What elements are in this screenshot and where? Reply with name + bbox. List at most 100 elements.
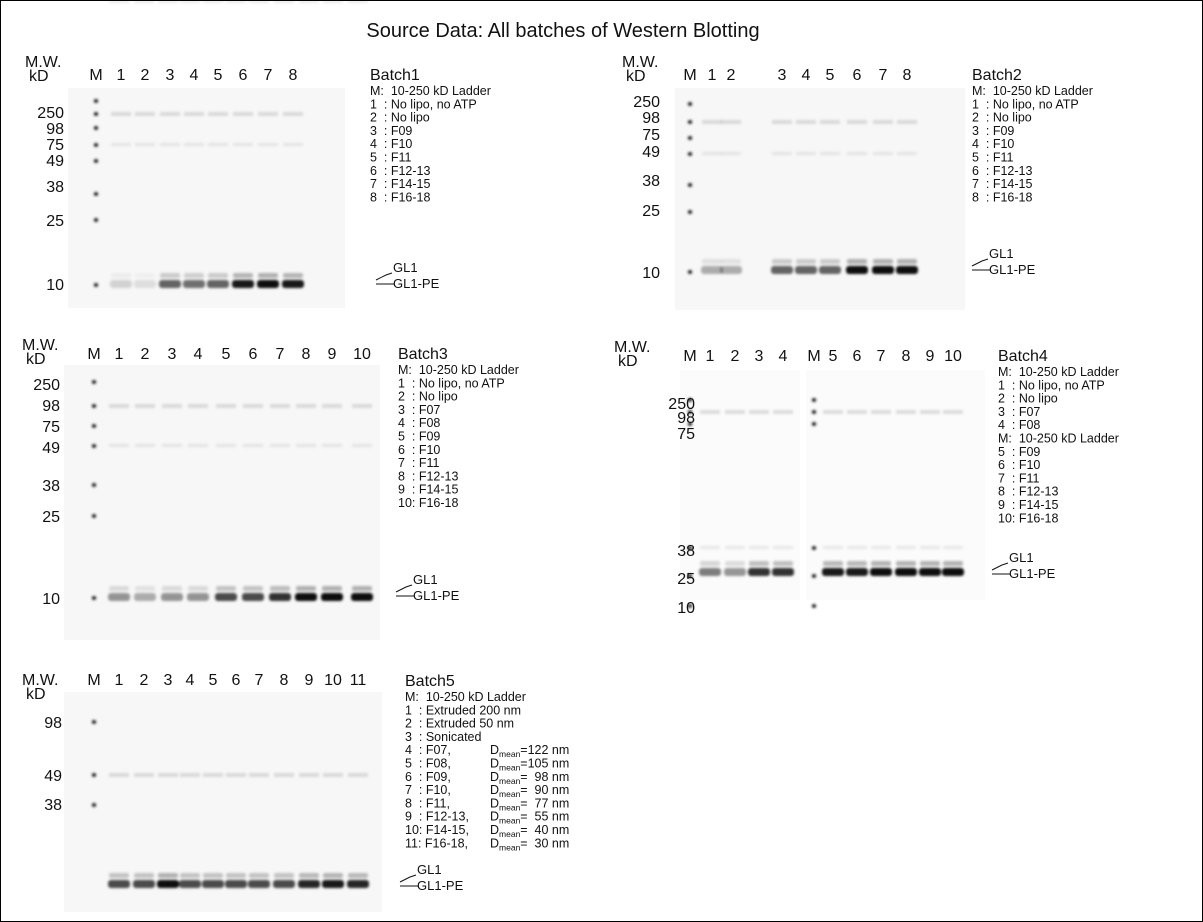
band-gl1 <box>134 873 154 878</box>
mw-marker: 98 <box>44 715 62 732</box>
band-faint <box>188 444 208 447</box>
band-faint <box>160 112 180 116</box>
band-faint <box>322 404 342 408</box>
lane-label: 10 <box>944 348 962 365</box>
d-value: = 98 nm <box>520 770 569 784</box>
legend-line: 5 : F09 <box>998 445 1040 459</box>
band-gl1-pe <box>724 568 746 576</box>
band-gl1-pe <box>872 266 894 274</box>
lane-label: 10 <box>324 672 342 689</box>
mw-header: M.W. <box>614 339 650 356</box>
band-gl1 <box>158 873 178 878</box>
d-subscript: mean <box>499 829 521 839</box>
band-gl1 <box>233 273 253 278</box>
band-faint <box>823 546 843 549</box>
ladder-dot <box>93 159 99 163</box>
ladder-dot <box>687 410 693 414</box>
d-symbol: D <box>490 836 499 850</box>
ladder-dot <box>687 120 693 124</box>
band-gl1 <box>823 561 843 566</box>
blot-panel: M 1 2 3 4 5 6 7 8 9 10 M.W.kD 250 98 75 49 38 25 10 Batch3M… <box>22 337 519 640</box>
band-gl1 <box>323 873 343 878</box>
band-gl1-pe <box>110 280 132 288</box>
legend-line: 4 : F08 <box>998 418 1040 432</box>
lane-label: 1 <box>115 672 124 689</box>
d-subscript: mean <box>499 789 521 799</box>
band-faint <box>249 0 269 3</box>
band-faint <box>725 546 745 549</box>
lane-label: 2 <box>141 346 150 363</box>
legend-line: 2 : No lipo <box>972 111 1032 125</box>
ladder-dot <box>687 183 693 187</box>
legend-line: 1 : No lipo, no ATP <box>998 378 1105 392</box>
band-faint <box>847 120 867 124</box>
band-gl1 <box>700 561 720 566</box>
band-label: GL1 <box>1009 550 1034 565</box>
d-symbol: D <box>490 823 499 837</box>
band-faint <box>135 112 155 116</box>
legend-line: 6 : F12-13 <box>370 164 430 178</box>
d-value: = 30 nm <box>520 836 569 850</box>
lane-label: 7 <box>255 672 264 689</box>
lane-label: 1 <box>115 346 124 363</box>
band-faint <box>871 546 891 549</box>
mw-marker: 10 <box>642 265 660 282</box>
band-gl1 <box>348 873 368 878</box>
band-faint <box>134 773 154 777</box>
ladder-dot <box>93 112 99 116</box>
band-gl1 <box>109 873 129 878</box>
band-gl1-pe <box>772 568 794 576</box>
band-gl1 <box>188 586 208 591</box>
lane-label: 3 <box>164 672 173 689</box>
d-symbol: D <box>490 770 499 784</box>
legend-line: 5 : F11 <box>972 151 1014 165</box>
band-gl1 <box>226 873 246 878</box>
band-gl1-pe <box>257 280 279 288</box>
band-gl1-pe <box>896 266 918 274</box>
lane-label: M <box>683 348 696 365</box>
legend-line: 3 : F09 <box>370 124 412 138</box>
mw-marker: 250 <box>37 105 64 122</box>
band-gl1-pe <box>183 280 205 288</box>
band-faint <box>226 773 246 777</box>
mw-marker: 38 <box>677 543 695 560</box>
lane-label: 8 <box>903 67 912 84</box>
lane-label: 3 <box>755 348 764 365</box>
legend-line: 6 : F10 <box>998 458 1040 472</box>
band-faint <box>226 0 246 3</box>
bracket-gl1 <box>375 272 393 281</box>
band-label: GL1-PE <box>417 878 464 893</box>
band-faint <box>772 120 792 124</box>
legend-label: 4 : F07, <box>405 743 451 757</box>
d-subscript: mean <box>499 763 521 773</box>
lane-label: 1 <box>117 67 126 84</box>
band-gl1-pe <box>187 593 209 601</box>
mw-marker: 38 <box>44 797 62 814</box>
band-gl1-pe <box>134 280 156 288</box>
bands <box>687 398 964 608</box>
band-gl1-pe <box>242 593 264 601</box>
band-gl1 <box>274 873 294 878</box>
band-faint <box>896 546 916 549</box>
mw-marker: 49 <box>642 144 660 161</box>
ladder-dot <box>687 152 693 156</box>
band-gl1 <box>160 273 180 278</box>
band-gl1-pe <box>179 880 201 888</box>
band-faint <box>820 120 840 124</box>
band-label: GL1-PE <box>989 262 1036 277</box>
lane-label: 5 <box>209 672 218 689</box>
band-faint <box>348 0 368 3</box>
legend-line: 9 : F14-15 <box>998 498 1058 512</box>
band-gl1 <box>943 561 963 566</box>
band-faint <box>109 773 129 777</box>
ladder-dot <box>811 410 817 414</box>
band-gl1 <box>184 273 204 278</box>
band-faint <box>162 404 182 408</box>
legend-line: M: 10-250 kD Ladder <box>405 690 526 704</box>
band-gl1-pe <box>207 280 229 288</box>
legend-line: 7 : F14-15 <box>370 177 430 191</box>
mw-marker: 25 <box>46 213 64 230</box>
lane-label: 1 <box>706 348 715 365</box>
